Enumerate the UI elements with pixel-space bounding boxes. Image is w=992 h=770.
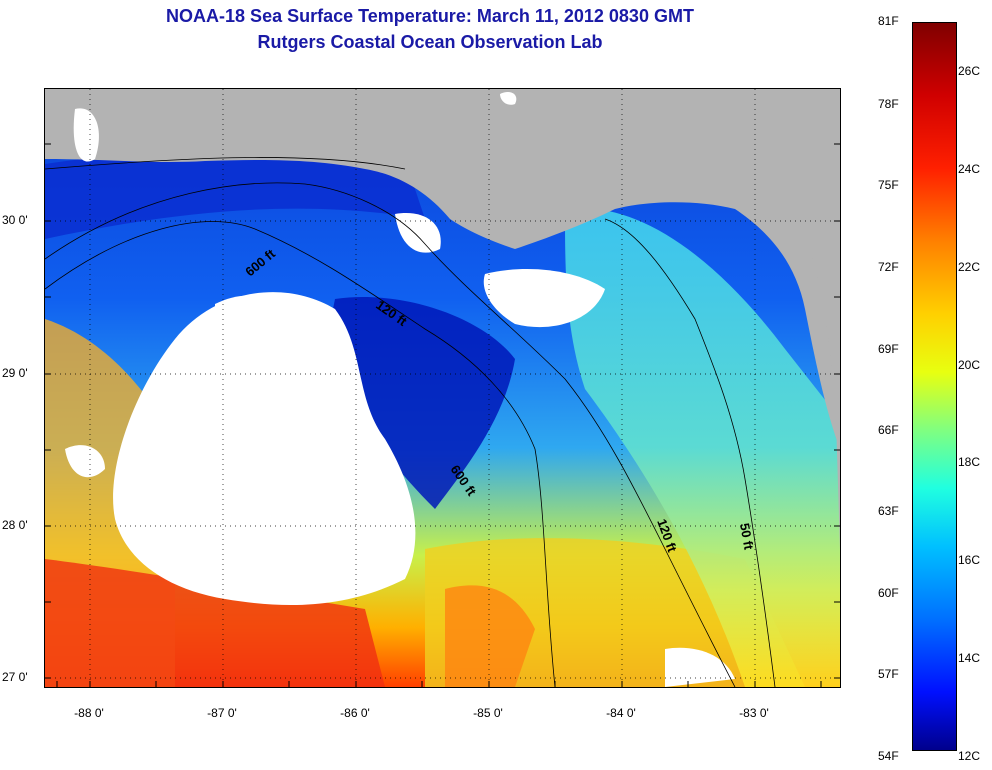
contour-600ft	[45, 221, 556, 687]
lat-label-29: 29 0'	[2, 366, 28, 380]
cloud-patch-2	[483, 269, 605, 328]
colorbar-f-63: 63F	[878, 504, 899, 518]
colorbar-f-72: 72F	[878, 260, 899, 274]
depth-contours	[45, 157, 776, 687]
colorbar-f-75: 75F	[878, 178, 899, 192]
colorbar-f-81: 81F	[878, 14, 899, 28]
colorbar-c-26: 26C	[958, 64, 981, 78]
colorbar-c-14: 14C	[958, 651, 981, 665]
lat-label-28: 28 0'	[2, 518, 28, 532]
cloud-patch-3	[395, 213, 441, 253]
coastline-north	[45, 157, 406, 170]
colorbar-c-22: 22C	[958, 260, 981, 274]
cold-water-central	[325, 297, 515, 509]
island-white	[500, 92, 517, 105]
lat-label-30: 30 0'	[2, 213, 28, 227]
colorbar-c-12: 12C	[958, 749, 981, 763]
colorbar-c-20: 20C	[958, 358, 981, 372]
lon-label-83: -83 0'	[739, 706, 769, 720]
colorbar-f-54: 54F	[878, 749, 899, 763]
colorbar-f-78: 78F	[878, 97, 899, 111]
sst-map: 600 ft 120 ft 600 ft 120 ft 50 ft	[44, 88, 841, 688]
lon-label-88: -88 0'	[74, 706, 104, 720]
colorbar-c-24: 24C	[958, 162, 981, 176]
lon-label-84: -84 0'	[606, 706, 636, 720]
lon-label-86: -86 0'	[340, 706, 370, 720]
lon-label-87: -87 0'	[207, 706, 237, 720]
cloud-cover-main	[113, 292, 416, 605]
colorbar-f-66: 66F	[878, 423, 899, 437]
colorbar-f-69: 69F	[878, 342, 899, 356]
warm-water-patch	[445, 585, 535, 687]
sst-map-canvas: 600 ft 120 ft 600 ft 120 ft 50 ft	[45, 89, 840, 687]
lat-label-27: 27 0'	[2, 670, 28, 684]
temperature-colorbar	[912, 22, 957, 751]
cloud-patch-1	[215, 295, 285, 331]
lon-label-85: -85 0'	[473, 706, 503, 720]
colorbar-f-60: 60F	[878, 586, 899, 600]
cold-water-north	[45, 147, 425, 239]
contour-50ft-line	[604, 218, 776, 687]
contour-120ft-line	[45, 182, 736, 687]
colorbar-c-16: 16C	[958, 553, 981, 567]
cloud-patch-6	[665, 647, 735, 687]
map-title: NOAA-18 Sea Surface Temperature: March 1…	[166, 6, 694, 26]
colorbar-c-18: 18C	[958, 455, 981, 469]
colorbar-f-57: 57F	[878, 667, 899, 681]
east-shelf-water	[565, 208, 840, 687]
contour-label-50ft: 50 ft	[737, 522, 757, 552]
land-peninsula-interior	[785, 89, 840, 549]
map-ticks	[45, 143, 840, 687]
cloud-patch-4	[65, 445, 105, 478]
map-subtitle: Rutgers Coastal Ocean Observation Lab	[257, 32, 603, 52]
warm-water-south	[45, 559, 385, 687]
land-north	[45, 89, 840, 249]
cloud-patch-5	[73, 108, 99, 162]
